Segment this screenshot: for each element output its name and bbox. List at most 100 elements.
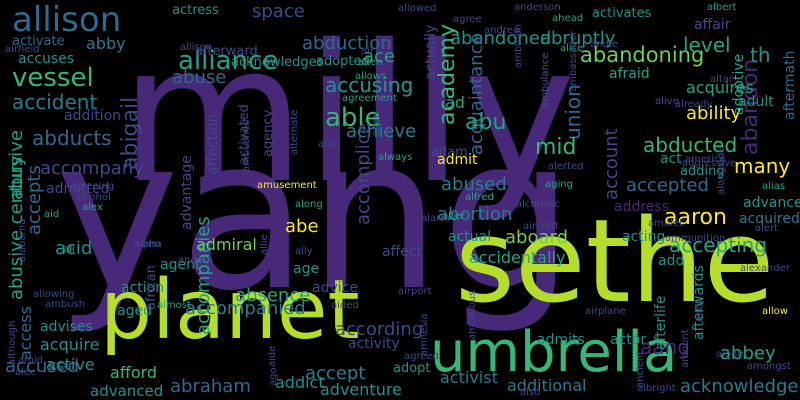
cloud-word: access xyxy=(16,306,35,360)
cloud-word: air xyxy=(361,46,375,57)
cloud-word: advises xyxy=(40,319,93,335)
cloud-word: addition xyxy=(64,108,122,124)
cloud-word: space xyxy=(252,1,305,22)
cloud-word: add xyxy=(658,253,685,269)
cloud-word: allen xyxy=(371,111,382,136)
cloud-word: aid xyxy=(44,209,60,220)
cloud-word: admiral xyxy=(196,235,257,254)
cloud-word: milly xyxy=(120,4,576,225)
cloud-word: agreed xyxy=(404,351,440,362)
cloud-word: aaron xyxy=(664,205,727,230)
cloud-word: andrea xyxy=(178,255,213,266)
cloud-word: accidentally xyxy=(469,248,566,267)
cloud-word: allow xyxy=(762,306,788,317)
cloud-word: activate xyxy=(12,34,65,49)
cloud-word: acquaintance xyxy=(466,33,487,155)
cloud-word: union xyxy=(561,84,585,140)
cloud-word: acquired xyxy=(739,211,800,227)
cloud-word: aggressive xyxy=(682,158,737,169)
cloud-word: abraham xyxy=(170,376,251,397)
cloud-word: allowing xyxy=(33,289,75,300)
cloud-word: actual xyxy=(448,229,492,245)
cloud-word: alarm xyxy=(421,213,450,224)
cloud-word: adam xyxy=(431,145,468,160)
cloud-word: able xyxy=(325,103,381,133)
cloud-word: abbey xyxy=(720,343,776,364)
cloud-word: affair xyxy=(694,17,731,33)
cloud-word: alive xyxy=(655,96,679,107)
cloud-word: adult xyxy=(738,94,774,110)
cloud-word: afterward xyxy=(195,44,258,59)
cloud-word: accuses xyxy=(18,51,75,67)
cloud-word: aircraft xyxy=(523,221,559,232)
cloud-word: alone xyxy=(716,349,744,360)
cloud-word: level xyxy=(683,33,731,57)
cloud-word: allie xyxy=(259,234,270,255)
cloud-word: alexander xyxy=(740,263,790,274)
cloud-word: andie xyxy=(590,39,618,50)
cloud-word: adventure xyxy=(320,380,402,399)
cloud-word: act xyxy=(660,151,682,167)
cloud-word: umbrella xyxy=(430,320,678,385)
cloud-word: ammunition xyxy=(665,233,726,244)
cloud-word: alcohol xyxy=(75,192,111,203)
cloud-word: planet xyxy=(100,263,360,358)
cloud-word: adding xyxy=(680,164,725,179)
cloud-word: ambush xyxy=(45,299,86,310)
cloud-word: allowed xyxy=(398,3,437,14)
cloud-word: abducted xyxy=(643,133,738,157)
cloud-word: amulet xyxy=(648,218,684,229)
cloud-word: abandoned xyxy=(450,28,552,49)
cloud-word: account xyxy=(601,128,622,200)
cloud-word: advantage xyxy=(179,155,195,230)
cloud-word: action xyxy=(121,280,165,296)
cloud-word: advance xyxy=(743,195,800,211)
cloud-word: ahead xyxy=(552,13,584,24)
cloud-word: abduction xyxy=(302,33,392,54)
cloud-word: acquires xyxy=(686,78,754,97)
cloud-word: additional xyxy=(507,376,587,395)
cloud-word: airport xyxy=(398,286,432,297)
cloud-word: accompany xyxy=(40,158,144,179)
cloud-word: alien xyxy=(358,57,383,68)
cloud-word: accomplice xyxy=(353,123,374,225)
cloud-word: affection xyxy=(205,113,221,175)
cloud-word: allison xyxy=(180,42,213,53)
cloud-word: th xyxy=(750,43,771,67)
cloud-word: accompanied xyxy=(185,298,306,319)
cloud-word: agent xyxy=(160,257,201,273)
cloud-word: alerted xyxy=(548,161,584,172)
cloud-word: admit xyxy=(437,152,478,168)
cloud-word: alter xyxy=(442,211,466,222)
cloud-word: actress xyxy=(172,3,219,18)
cloud-word: age xyxy=(293,261,320,277)
cloud-word: acid xyxy=(55,238,93,259)
cloud-word: ali xyxy=(63,244,75,255)
cloud-word: yang xyxy=(55,92,575,337)
cloud-word: addict xyxy=(275,373,325,392)
cloud-word: alfred xyxy=(465,192,494,203)
cloud-word: aged xyxy=(117,303,152,319)
cloud-word: actor xyxy=(610,332,647,348)
cloud-word: america xyxy=(685,154,726,165)
cloud-word: alabama xyxy=(17,218,28,262)
cloud-word: advice xyxy=(312,280,358,296)
cloud-word: abruptly xyxy=(540,28,616,49)
cloud-word: achieve xyxy=(346,121,417,142)
cloud-word: agreement xyxy=(342,93,397,104)
cloud-word: agency xyxy=(261,109,276,157)
cloud-word: acknowledge xyxy=(680,376,799,397)
cloud-word: aang xyxy=(640,335,690,359)
cloud-word: almost xyxy=(157,300,191,311)
cloud-word: along xyxy=(295,199,323,210)
cloud-word: agreeing xyxy=(70,181,115,192)
cloud-word: aftermath xyxy=(782,50,798,120)
cloud-word: abducts xyxy=(32,126,112,150)
cloud-word: albright xyxy=(637,383,676,394)
cloud-word: ad xyxy=(445,93,465,112)
cloud-word: aging xyxy=(545,179,573,190)
cloud-word: adopt xyxy=(393,361,431,376)
cloud-word: alcoholic xyxy=(516,199,561,210)
cloud-word: advanced xyxy=(90,382,164,400)
cloud-word: andrew xyxy=(484,25,522,36)
